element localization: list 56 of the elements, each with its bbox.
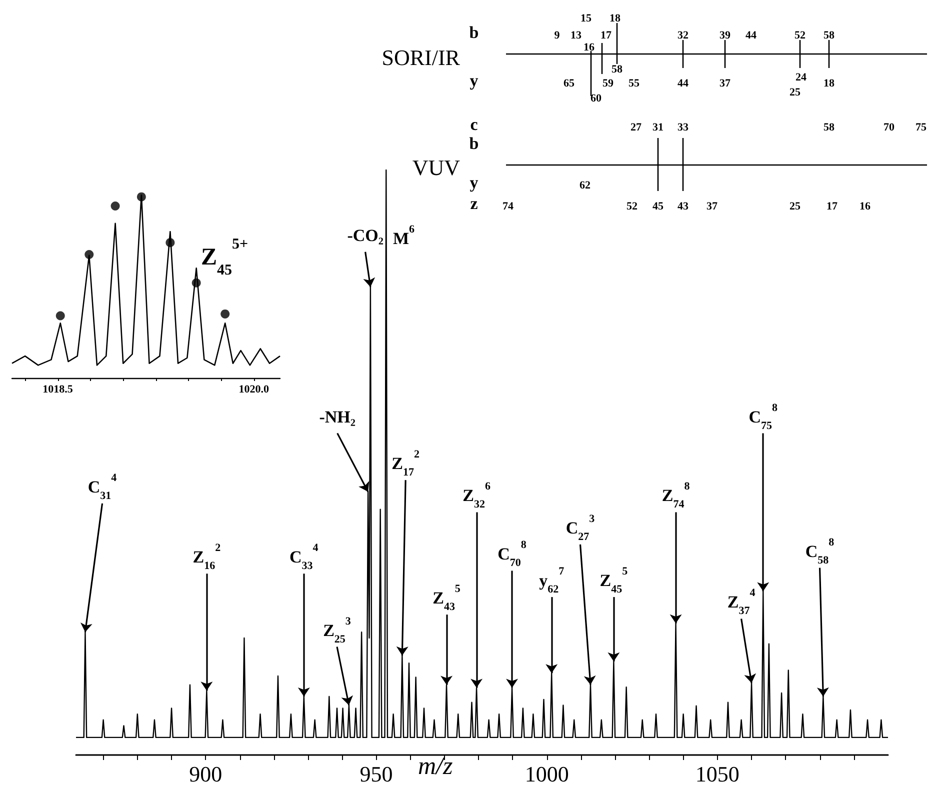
- x-tick-label: 1000: [524, 762, 569, 786]
- text: 27: [630, 122, 642, 134]
- text: 15: [580, 12, 592, 25]
- x-tick-label: 1050: [695, 762, 740, 786]
- point: [220, 309, 230, 318]
- text: 44: [746, 30, 757, 42]
- text: SORI/IR: [382, 45, 460, 70]
- x-tick-label: 900: [189, 762, 222, 786]
- text: 9: [554, 30, 560, 42]
- text: 59: [602, 78, 614, 90]
- text: 17: [600, 30, 612, 42]
- text: 70: [884, 122, 895, 134]
- annotation: 43: [678, 200, 689, 213]
- annotation: 52: [626, 200, 638, 213]
- point: [56, 311, 65, 320]
- text: 37: [720, 78, 731, 90]
- x-tick-label: 1020.0: [238, 384, 270, 396]
- text: 52: [794, 30, 806, 42]
- text: 16: [584, 42, 595, 54]
- text: c: [470, 114, 478, 134]
- text: 31: [652, 122, 664, 134]
- text: 58: [612, 64, 623, 76]
- annotation: 45: [652, 200, 664, 213]
- text: 58: [824, 122, 835, 134]
- x-tick-label: 950: [360, 762, 393, 786]
- text: b: [469, 134, 479, 153]
- text: b: [469, 22, 479, 42]
- text: 55: [628, 78, 640, 90]
- text: 58: [824, 30, 835, 42]
- text: y: [470, 70, 479, 90]
- annotation: y: [470, 172, 479, 192]
- text: 39: [720, 30, 731, 42]
- text: 75: [916, 122, 927, 134]
- text: 25: [790, 86, 801, 99]
- annotation: 74: [502, 200, 514, 213]
- annotation: 37: [706, 200, 718, 213]
- annotation: 16: [860, 200, 871, 213]
- x-tick-label: 1018.5: [42, 384, 74, 396]
- text: 33: [678, 122, 689, 134]
- annotation: z: [470, 194, 478, 213]
- annotation: -NH₂: [319, 407, 356, 426]
- text: 65: [564, 78, 575, 90]
- annotation: -CO₂: [347, 226, 384, 245]
- text: 18: [824, 78, 835, 90]
- text: 13: [570, 30, 582, 42]
- point: [110, 201, 120, 210]
- annotation: 62: [580, 180, 591, 192]
- x-axis-title: m/z: [418, 753, 453, 780]
- annotation: VUV: [412, 155, 460, 180]
- text: 44: [678, 78, 689, 90]
- text: 18: [610, 12, 621, 25]
- text: 24: [796, 72, 807, 84]
- text: 32: [678, 30, 689, 42]
- annotation: 25: [790, 200, 801, 213]
- annotation: 17: [826, 200, 838, 213]
- text: 60: [590, 92, 602, 105]
